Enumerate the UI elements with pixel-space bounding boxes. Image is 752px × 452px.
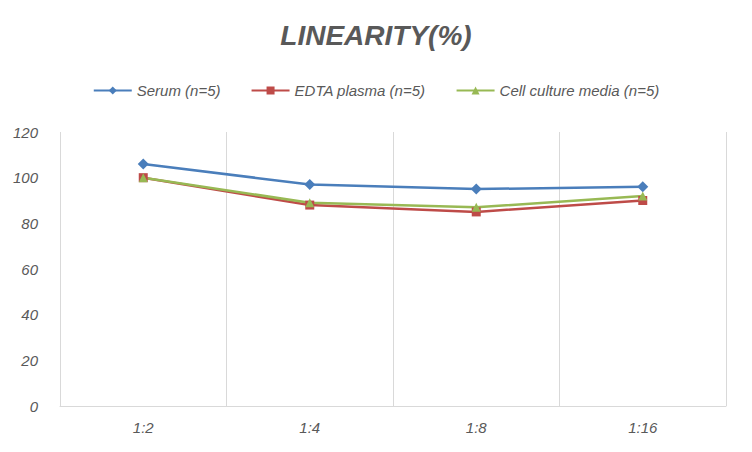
- svg-text:100: 100: [13, 169, 39, 186]
- svg-text:40: 40: [21, 306, 38, 323]
- svg-text:EDTA plasma (n=5): EDTA plasma (n=5): [295, 82, 425, 99]
- svg-text:1:4: 1:4: [299, 419, 320, 436]
- svg-text:120: 120: [13, 124, 39, 141]
- svg-text:Cell culture media (n=5): Cell culture media (n=5): [500, 82, 660, 99]
- svg-text:Serum (n=5): Serum (n=5): [137, 82, 221, 99]
- svg-text:1:8: 1:8: [466, 419, 488, 436]
- svg-text:20: 20: [20, 352, 38, 369]
- svg-text:80: 80: [21, 215, 38, 232]
- svg-text:1:16: 1:16: [628, 419, 658, 436]
- svg-text:60: 60: [21, 261, 38, 278]
- svg-text:0: 0: [30, 398, 39, 415]
- svg-text:LINEARITY(%): LINEARITY(%): [280, 20, 471, 51]
- svg-text:1:2: 1:2: [133, 419, 155, 436]
